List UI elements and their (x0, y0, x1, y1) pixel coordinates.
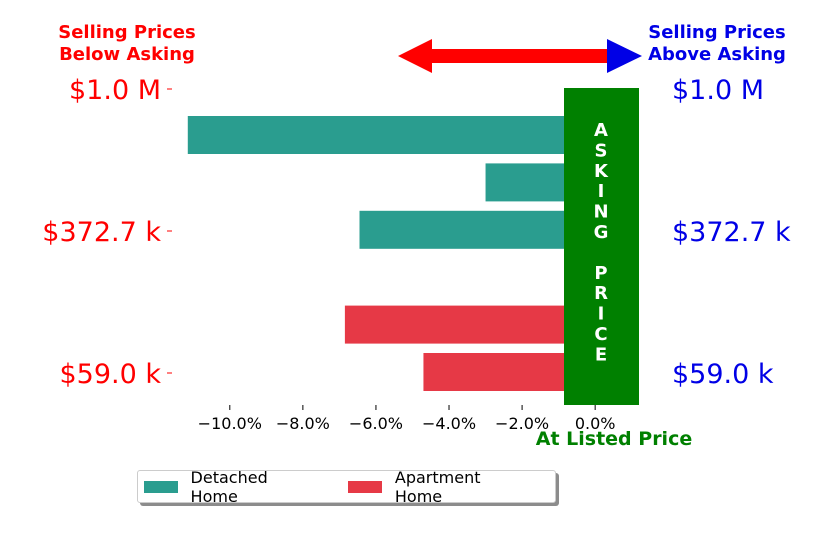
asking-letter: K (594, 161, 609, 182)
legend: Detached Home Apartment Home (137, 468, 556, 506)
asking-letter: I (598, 181, 605, 202)
x-tick-label: −4.0% (422, 414, 476, 433)
asking-letter: C (594, 324, 607, 345)
header-right-line2: Above Asking (648, 44, 786, 65)
listed-price-label: At Listed Price (536, 428, 692, 450)
asking-letter: I (598, 304, 605, 325)
x-axis: −10.0% −8.0% −6.0% −4.0% −2.0% 0.0% (198, 405, 616, 433)
x-tick-label: −8.0% (276, 414, 330, 433)
price-label-left: $1.0 M (69, 75, 161, 106)
price-label-right: $1.0 M (672, 75, 764, 106)
x-tick-label: −2.0% (495, 414, 549, 433)
bar (187, 116, 596, 154)
asking-letter: S (595, 140, 608, 161)
x-tick-label: −10.0% (198, 414, 262, 433)
bar (344, 305, 596, 344)
price-label-left: $372.7 k (42, 217, 161, 248)
double-arrow-icon (398, 39, 642, 73)
price-label-left: $59.0 k (59, 359, 161, 390)
header-left-line2: Below Asking (59, 44, 195, 65)
price-label-right: $59.0 k (672, 359, 774, 390)
x-tick-label: 0.0% (575, 414, 616, 433)
price-label-right: $372.7 k (672, 217, 791, 248)
x-tick-label: −6.0% (349, 414, 403, 433)
legend-item-detached: Detached Home (144, 468, 318, 506)
asking-price-box (564, 88, 639, 405)
asking-letter: P (594, 263, 607, 284)
legend-label-apartment: Apartment Home (394, 467, 481, 506)
asking-letter: R (594, 283, 608, 304)
asking-letter: N (593, 202, 608, 223)
price-labels-left: $1.0 M $372.7 k $59.0 k (42, 75, 172, 390)
asking-letter: A (594, 120, 608, 141)
legend-swatch-detached (144, 480, 178, 493)
asking-letter: E (595, 344, 607, 365)
legend-swatch-apartment (348, 480, 382, 493)
header-left-line1: Selling Prices (58, 22, 195, 43)
asking-letter: G (594, 222, 609, 243)
bar (359, 210, 596, 249)
legend-item-apartment: Apartment Home (348, 468, 531, 506)
price-labels-right: $1.0 M $372.7 k $59.0 k (672, 75, 791, 390)
header-right-line1: Selling Prices (648, 22, 785, 43)
legend-label-detached: Detached Home (190, 467, 268, 506)
